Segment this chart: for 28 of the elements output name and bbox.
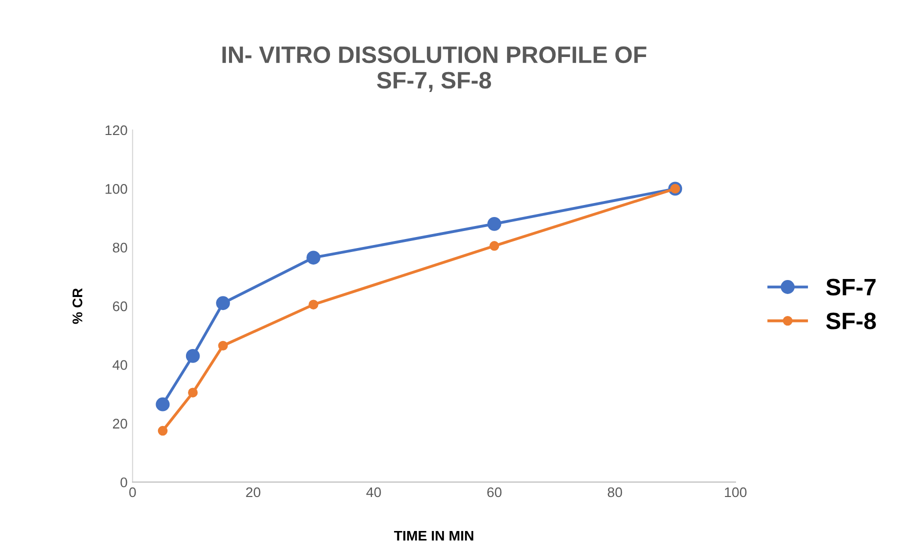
x-tick-label: 20 <box>246 487 260 498</box>
point <box>306 250 320 265</box>
point <box>218 340 228 351</box>
x-tick-label: 100 <box>724 487 747 498</box>
y-tick-label: 20 <box>112 418 128 429</box>
y-tick-label: 80 <box>112 242 128 253</box>
y-tick-label: 60 <box>112 301 128 312</box>
y-tick-label: 100 <box>106 184 128 194</box>
x-tick-label: 60 <box>487 487 502 498</box>
chart-title: IN- VITRO DISSOLUTION PROFILE OF SF-7, SF-8 <box>222 46 646 92</box>
point <box>308 300 318 310</box>
y-tick-label: 40 <box>112 360 128 370</box>
point <box>216 296 230 310</box>
legend-label: SF-7 <box>826 278 876 296</box>
point <box>188 388 198 398</box>
y-tick-label: 120 <box>106 125 128 136</box>
x-tick-label: 80 <box>608 487 622 498</box>
point <box>186 349 200 363</box>
x-tick-label: 40 <box>366 487 381 498</box>
point <box>487 216 502 231</box>
legend-label: SF-8 <box>826 312 876 330</box>
y-tick-label: 0 <box>120 477 128 488</box>
point <box>158 426 168 436</box>
y-axis-title: % CR <box>72 288 82 324</box>
point <box>489 241 500 251</box>
x-axis-title: TIME IN MIN <box>394 530 474 541</box>
point <box>156 397 170 412</box>
x-tick-label: 0 <box>129 487 136 498</box>
